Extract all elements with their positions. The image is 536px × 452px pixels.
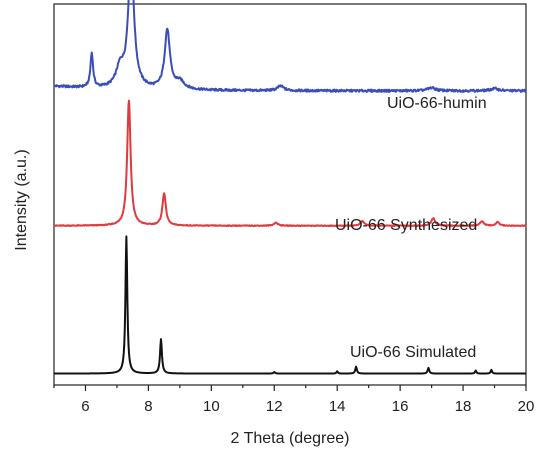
x-tick-label: 14	[329, 398, 346, 415]
series-line-uio-66-synthesized	[53, 99, 527, 228]
x-tick-label: 20	[518, 398, 535, 415]
x-axis-title: 2 Theta (degree)	[231, 430, 350, 447]
x-tick-label: 6	[81, 398, 89, 415]
series-line-uio-66-humin	[53, 0, 527, 93]
x-ticks: 6 8 10 12 14 16 18 20	[53, 385, 535, 415]
plot-frame	[53, 3, 527, 386]
x-tick-label: 18	[455, 398, 472, 415]
series-label-humin: UiO-66-humin	[387, 95, 487, 112]
series-label-synthesized: UiO-66 Synthesized	[335, 217, 477, 234]
series-line-uio-66-simulated	[53, 235, 527, 375]
x-tick-label: 8	[144, 398, 152, 415]
series-label-simulated: UiO-66 Simulated	[350, 344, 476, 361]
x-tick-label: 16	[392, 398, 409, 415]
x-tick-label: 12	[266, 398, 283, 415]
y-axis-title: Intensity (a.u.)	[13, 149, 30, 250]
series-layer	[53, 0, 527, 375]
x-tick-label: 10	[203, 398, 220, 415]
